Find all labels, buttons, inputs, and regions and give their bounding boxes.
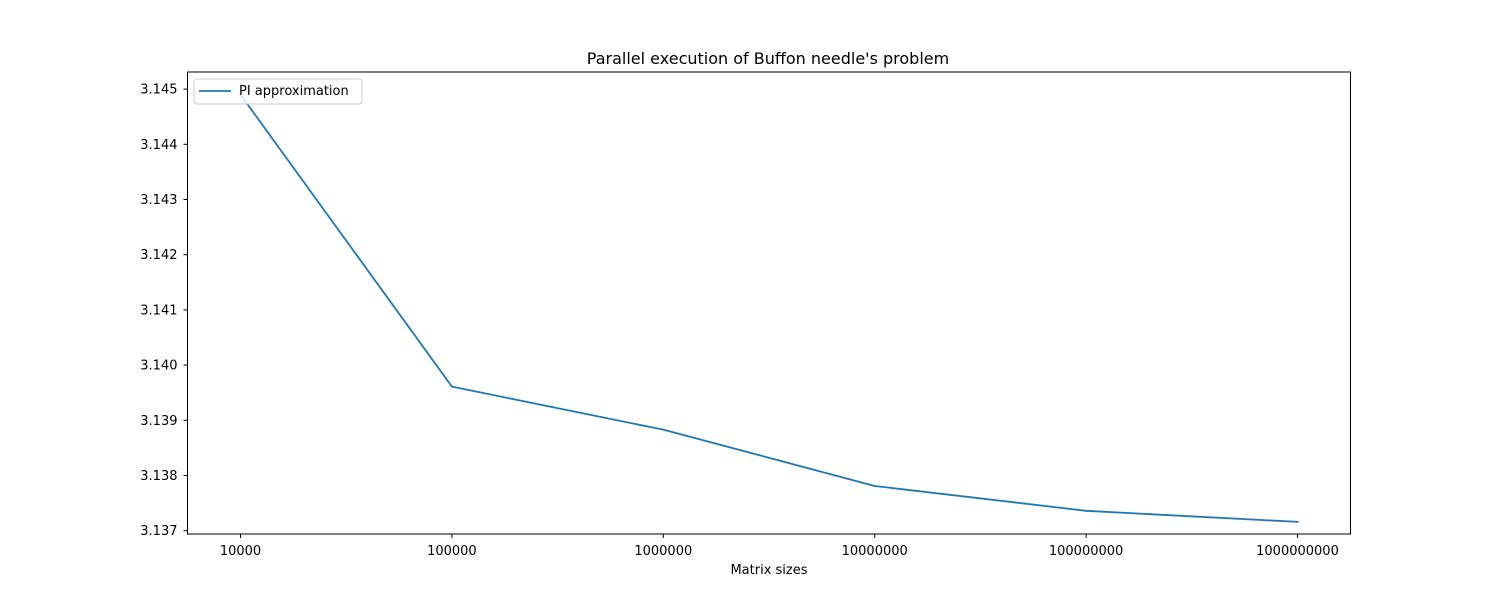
plot-frame xyxy=(187,71,1351,535)
legend-box xyxy=(193,78,363,105)
x-tick-label: 100000000 xyxy=(1049,544,1123,559)
x-tick-label: 1000000 xyxy=(634,544,692,559)
x-axis-label: Matrix sizes xyxy=(730,563,807,578)
y-tick-label: 3.143 xyxy=(140,193,177,208)
data-point xyxy=(1085,509,1087,512)
data-point xyxy=(1296,520,1299,523)
data-point xyxy=(873,485,876,487)
data-point xyxy=(451,385,453,388)
legend-label: PI approximation xyxy=(239,84,349,99)
y-tick-label: 3.137 xyxy=(140,524,177,539)
y-tick-label: 3.140 xyxy=(140,359,177,374)
y-tick-label: 3.144 xyxy=(140,138,177,153)
legend: PI approximation xyxy=(193,78,363,105)
y-tick-label: 3.145 xyxy=(140,83,177,98)
y-tick-label: 3.141 xyxy=(140,303,177,318)
x-tick-label: 10000000 xyxy=(842,544,908,559)
x-axis-ticks: 10000 100000 1000000 10000000 100000000 10000… xyxy=(220,534,1339,559)
data-point xyxy=(662,428,665,431)
x-tick-label: 10000 xyxy=(220,544,261,559)
x-tick-label: 1000000000 xyxy=(1256,544,1339,559)
y-tick-label: 3.138 xyxy=(140,469,177,484)
x-tick-label: 100000 xyxy=(427,544,477,559)
y-axis-ticks: 3.137 3.138 3.139 3.140 3.141 3.142 3.143 3.144… xyxy=(140,83,188,539)
series-line xyxy=(239,93,1299,523)
y-tick-label: 3.139 xyxy=(140,414,177,429)
y-tick-label: 3.142 xyxy=(140,248,177,263)
chart-title: Parallel execution of Buffon needle's pr… xyxy=(587,49,949,68)
